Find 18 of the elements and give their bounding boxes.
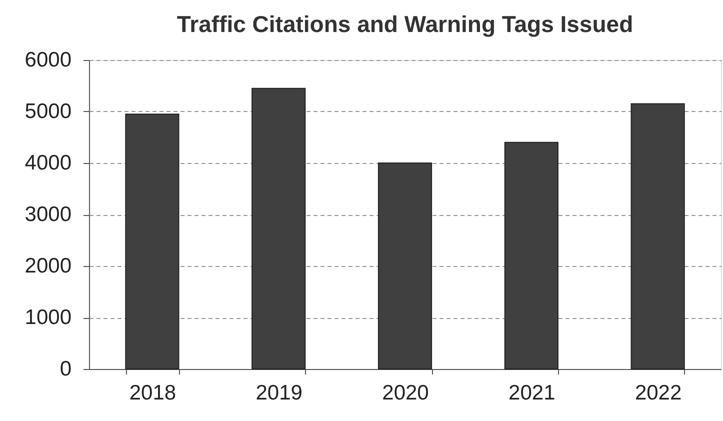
y-tick-label: 6000 xyxy=(24,48,72,72)
x-tick-label: 2022 xyxy=(634,382,682,404)
y-tick-label: 1000 xyxy=(24,306,72,329)
bar xyxy=(504,142,558,370)
y-tick-label: 5000 xyxy=(24,100,72,123)
y-tick-label: 0 xyxy=(60,358,72,380)
bar xyxy=(125,114,180,370)
y-tick-label: 2000 xyxy=(24,254,72,278)
bar xyxy=(378,162,432,370)
x-tick-label: 2018 xyxy=(129,382,176,404)
y-tick-label: 3000 xyxy=(24,203,72,226)
x-tick-label: 2019 xyxy=(256,382,302,404)
bar xyxy=(252,88,306,370)
y-tick-label: 4000 xyxy=(24,152,72,174)
x-tick-label: 2020 xyxy=(382,382,429,404)
x-tick-label: 2021 xyxy=(508,382,556,404)
bar xyxy=(630,103,685,370)
chart-title: Traffic Citations and Warning Tags Issued xyxy=(176,11,634,37)
